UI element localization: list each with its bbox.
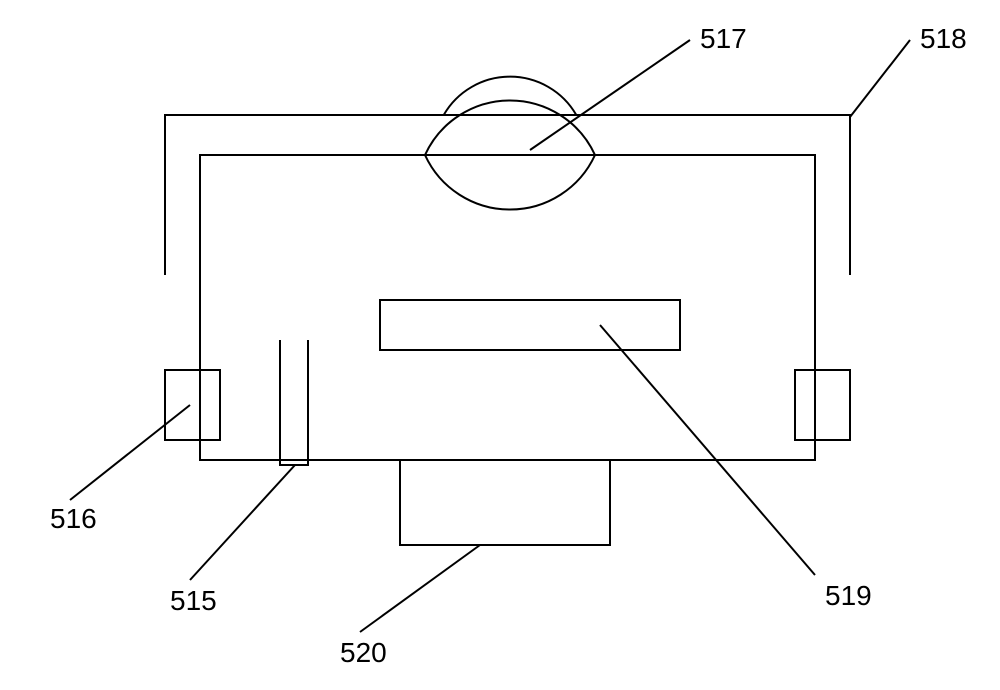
label-520: 520 <box>340 637 387 668</box>
block-516-left <box>165 370 220 440</box>
leader-518 <box>850 40 910 117</box>
inner-body <box>200 155 815 460</box>
leader-519 <box>600 325 815 575</box>
label-516: 516 <box>50 503 97 534</box>
leader-520 <box>360 545 480 632</box>
leader-517 <box>530 40 690 150</box>
base-520 <box>400 460 610 545</box>
slot-519 <box>380 300 680 350</box>
block-516-right <box>795 370 850 440</box>
leader-515 <box>190 465 295 580</box>
outer-cap-518 <box>165 115 850 275</box>
port-515 <box>280 340 308 465</box>
label-515: 515 <box>170 585 217 616</box>
label-518: 518 <box>920 23 967 54</box>
label-519: 519 <box>825 580 872 611</box>
lens-517-top-arc <box>444 77 577 115</box>
label-517: 517 <box>700 23 747 54</box>
leader-516 <box>70 405 190 500</box>
